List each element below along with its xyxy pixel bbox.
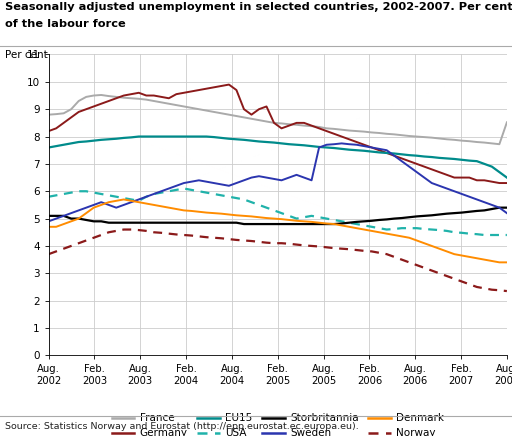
Text: Per cent: Per cent [5, 50, 48, 60]
Text: Seasonally adjusted unemployment in selected countries, 2002-2007. Per cent: Seasonally adjusted unemployment in sele… [5, 2, 512, 12]
Text: Source: Statistics Norway and Eurostat (http://epp.eurostat.ec.europa.eu).: Source: Statistics Norway and Eurostat (… [5, 422, 359, 431]
Text: of the labour force: of the labour force [5, 19, 126, 29]
Legend: France, Germany, EU15, USA, Storbritannia, Sweden, Denmark, Norway: France, Germany, EU15, USA, Storbritanni… [112, 413, 444, 436]
